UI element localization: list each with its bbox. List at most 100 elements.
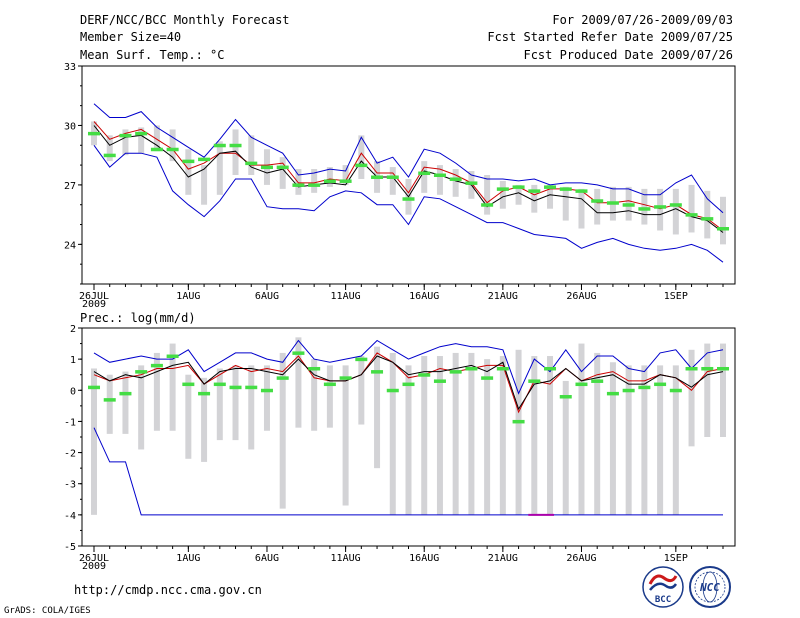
temp-observed-mark: [135, 131, 148, 136]
prec-spread-box: [169, 343, 176, 431]
bcc-logo-swirl-blue: [649, 582, 678, 591]
prec-spread-box: [720, 343, 726, 437]
temp-observed-mark: [717, 227, 729, 231]
prec-spread-box: [484, 359, 491, 515]
temp-y-tick-label: 30: [64, 121, 76, 132]
temp-observed-mark: [339, 179, 352, 183]
precipitation-x-axis: 26JUL 1AUG 6AUG 11AUG 16AUG 21AUG 26AUG 1SEP: [79, 546, 724, 564]
temp-observed-mark: [260, 165, 273, 170]
prec-spread-box: [405, 365, 412, 515]
prec-spread-box: [201, 377, 208, 462]
temp-observed-mark: [433, 173, 446, 177]
prec-spread-box: [248, 365, 255, 450]
temperature-observed-marks: [88, 131, 729, 231]
title-right-line3: Fcst Produced Date 2009/07/26: [523, 48, 733, 62]
temp-observed-mark: [701, 217, 714, 221]
title-left-line1: DERF/NCC/BCC Monthly Forecast: [80, 13, 290, 27]
temperature-chart: 24 27 30 33 26JUL 1AUG 6AUG 11AUG 16AUG 21AUG 26A…: [64, 62, 736, 302]
temp-observed-mark: [544, 185, 557, 189]
title-left-line2: Member Size=40: [80, 30, 181, 44]
temp-spread-box: [421, 161, 428, 193]
prec-observed-mark: [355, 357, 368, 362]
bcc-logo: BCC: [642, 566, 684, 608]
prec-spread-box: [436, 356, 443, 515]
prec-observed-mark: [559, 395, 572, 399]
prec-max-line: [93, 339, 724, 395]
prec-observed-mark: [119, 391, 132, 396]
precipitation-chart: -5 -4 -3 -2 -1 0 1 2 26JUL 1AUG 6AUG 11AUG 16AUG 21A…: [64, 324, 736, 564]
prec-observed-mark: [150, 363, 163, 368]
prec-observed-mark: [371, 370, 384, 374]
prec-spread-box: [358, 356, 365, 425]
temp-observed-mark: [323, 179, 336, 183]
temperature-y-axis: 24 27 30 33: [64, 62, 82, 285]
title-right-line2: Fcst Started Refer Date 2009/07/25: [487, 30, 733, 44]
temp-spread-box: [106, 135, 113, 162]
temp-observed-mark: [308, 183, 321, 187]
prec-observed-mark: [465, 366, 478, 371]
temp-spread-box: [641, 188, 648, 225]
precipitation-boxes: [91, 337, 726, 515]
prec-observed-mark: [449, 370, 462, 374]
ncc-logo-meridian: [702, 571, 718, 603]
temp-observed-mark: [182, 159, 195, 164]
prec-x-tick-label: 26AUG: [566, 553, 596, 564]
prec-observed-mark: [182, 382, 195, 387]
prec-x-tick-label: 6AUG: [255, 553, 279, 564]
prec-spread-box: [672, 365, 679, 515]
temp-spread-box: [578, 188, 585, 229]
prec-spread-box: [704, 343, 711, 437]
temp-spread-box: [720, 196, 726, 245]
prec-observed-mark: [88, 385, 100, 390]
source-url: http://cmdp.ncc.cma.gov.cn: [74, 583, 262, 597]
prec-x-tick-label: 1SEP: [664, 553, 688, 564]
temp-spread-box: [326, 167, 333, 187]
prec-spread-box: [562, 380, 569, 515]
title-left-line3: Mean Surf. Temp.: °C: [80, 48, 225, 62]
prec-spread-box: [153, 352, 160, 431]
temp-spread-box: [232, 129, 239, 175]
prec-spread-box: [688, 349, 695, 447]
prec-observed-mark: [260, 388, 273, 393]
prec-spread-box: [468, 352, 475, 515]
prec-observed-mark: [323, 382, 336, 387]
temperature-plot-frame: [81, 65, 736, 285]
bcc-logo-text: BCC: [655, 595, 671, 605]
prec-observed-mark: [308, 366, 321, 371]
prec-observed-mark: [402, 382, 415, 387]
prec-x-tick-label: 1AUG: [176, 553, 200, 564]
temp-observed-mark: [276, 165, 289, 170]
temp-observed-mark: [166, 147, 179, 152]
prec-spread-box: [531, 356, 538, 515]
temperature-boxes: [91, 121, 726, 245]
prec-observed-mark: [103, 398, 116, 402]
prec-spread-box: [311, 359, 318, 431]
temp-x-tick-label: 1SEP: [664, 291, 688, 302]
prec-y-tick-label: 2: [70, 324, 76, 335]
prec-spread-box: [625, 365, 632, 515]
temp-observed-mark: [213, 143, 226, 148]
temp-x-tick-label: 6AUG: [255, 291, 279, 302]
temp-observed-mark: [528, 189, 541, 193]
ncc-logo: NCC: [689, 566, 731, 608]
temp-spread-box: [248, 135, 255, 175]
temp-observed-mark: [292, 183, 305, 187]
temp-spread-box: [594, 188, 601, 225]
temp-spread-box: [704, 190, 711, 239]
temp-observed-mark: [654, 205, 667, 209]
temp-observed-mark: [103, 153, 116, 158]
temp-observed-mark: [685, 213, 698, 217]
prec-spread-box: [91, 368, 97, 515]
prec-y-tick-label: -1: [64, 417, 76, 428]
temp-mean-line: [93, 125, 724, 233]
ncc-logo-ring: [689, 566, 731, 608]
temp-x-tick-label: 26AUG: [566, 291, 596, 302]
temp-observed-mark: [606, 201, 619, 205]
temp-y-tick-label: 24: [64, 240, 76, 251]
prec-spread-box: [547, 356, 554, 515]
temp-observed-mark: [150, 147, 163, 152]
temp-spread-box: [216, 141, 223, 195]
temp-y-tick-label: 27: [64, 181, 76, 192]
prec-spread-box: [342, 365, 349, 506]
prec-spread-box: [279, 352, 286, 509]
